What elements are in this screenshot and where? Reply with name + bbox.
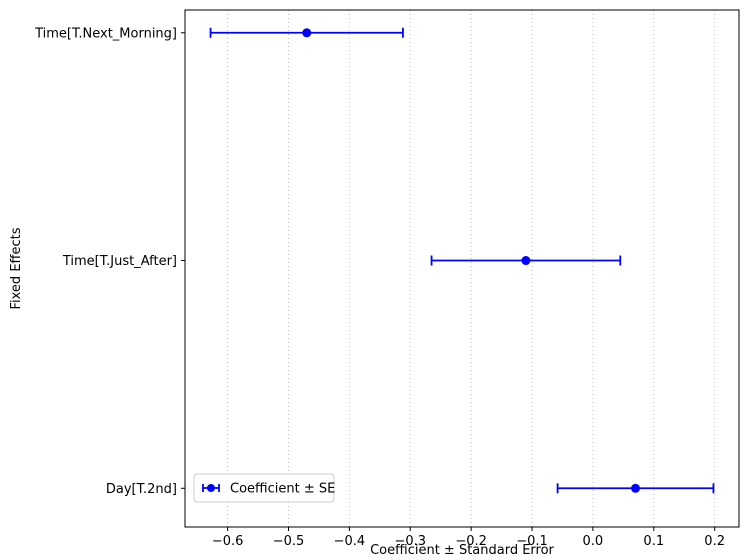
x-tick-label: −0.1 xyxy=(516,534,548,549)
data-point xyxy=(302,28,312,38)
x-tick-label: −0.6 xyxy=(212,534,244,549)
y-category-label: Time[T.Next_Morning] xyxy=(34,26,177,41)
x-tick-label: 0.0 xyxy=(583,534,604,549)
plot-border xyxy=(184,9,740,528)
x-tick-label: 0.1 xyxy=(643,534,664,549)
x-axis-label: Coefficient ± Standard Error xyxy=(370,543,554,558)
legend-label: Coefficient ± SE xyxy=(230,482,335,497)
data-point xyxy=(631,483,641,493)
x-tick-label: −0.4 xyxy=(334,534,366,549)
legend-box xyxy=(193,473,335,503)
x-tick-label: 0.2 xyxy=(704,534,725,549)
errorbar-row-1 xyxy=(430,255,622,266)
legend-sample-point xyxy=(207,484,215,492)
errorbar-row-0 xyxy=(209,27,404,38)
y-axis: Time[T.Next_Morning] Time[T.Just_After] Da… xyxy=(34,26,185,497)
errorbar-row-2 xyxy=(556,483,715,494)
x-tick-label: −0.5 xyxy=(273,534,305,549)
grid-layer xyxy=(227,10,716,527)
data-point xyxy=(521,256,531,266)
legend: Coefficient ± SE xyxy=(193,473,335,503)
y-category-label: Day[T.2nd] xyxy=(106,482,177,497)
y-axis-label: Fixed Effects xyxy=(9,227,24,309)
x-tick-label: −0.3 xyxy=(394,534,426,549)
y-category-label: Time[T.Just_After] xyxy=(62,254,177,269)
x-axis: −0.6 −0.5 −0.4 −0.3 −0.2 −0.1 0.0 0.1 0.2 xyxy=(212,527,725,549)
data-layer xyxy=(209,27,715,494)
x-tick-label: −0.2 xyxy=(455,534,487,549)
